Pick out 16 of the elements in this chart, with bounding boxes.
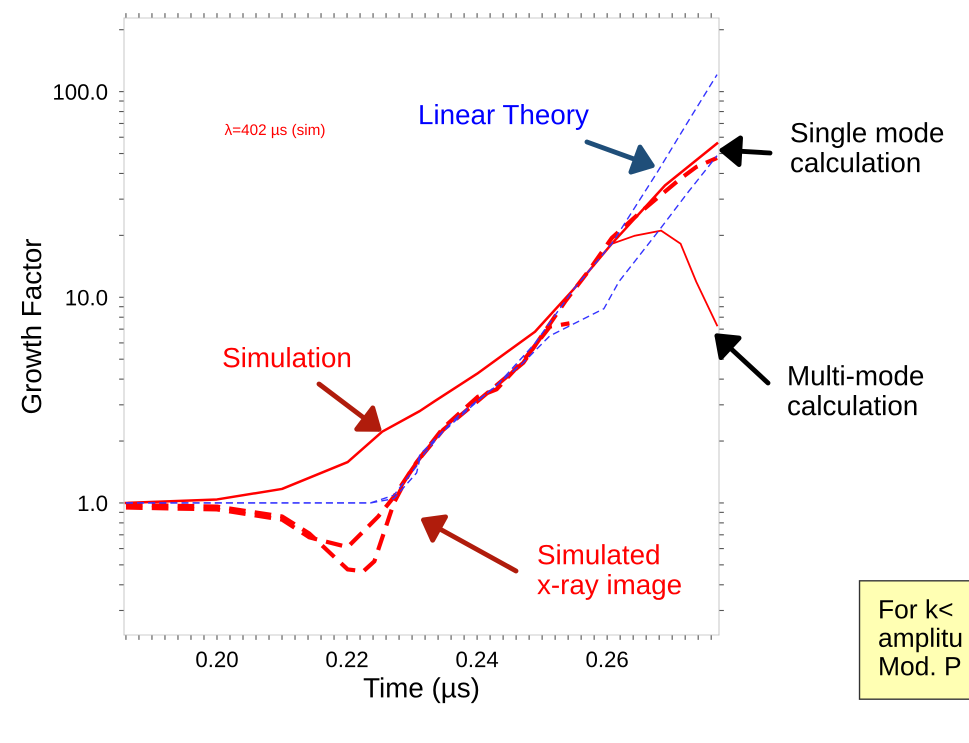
x-tick-label: 0.20	[196, 652, 238, 668]
x-tick-label: 0.26	[586, 652, 628, 668]
annotation: Linear Theory	[420, 104, 589, 130]
x-axis-title: Time (µs)	[364, 677, 478, 704]
text: Single mode calculation	[791, 122, 944, 172]
y-tick-label: 10.0	[66, 290, 108, 306]
text: For k< amplitu Mod. P	[879, 599, 962, 676]
annotation: λ=402 µs (sim)	[224, 124, 325, 138]
y-axis-title: Growth Factor	[20, 238, 42, 414]
annotation: Simulated x-ray image	[537, 544, 681, 600]
text: Multi-mode calculation	[788, 365, 924, 416]
y-tick-label: 100.0	[54, 84, 108, 100]
annotation: Simulation	[223, 347, 350, 368]
x-tick-label: 0.22	[326, 652, 368, 668]
x-tick-label: 0.24	[456, 652, 498, 668]
y-tick-label: 1.0	[78, 495, 108, 512]
